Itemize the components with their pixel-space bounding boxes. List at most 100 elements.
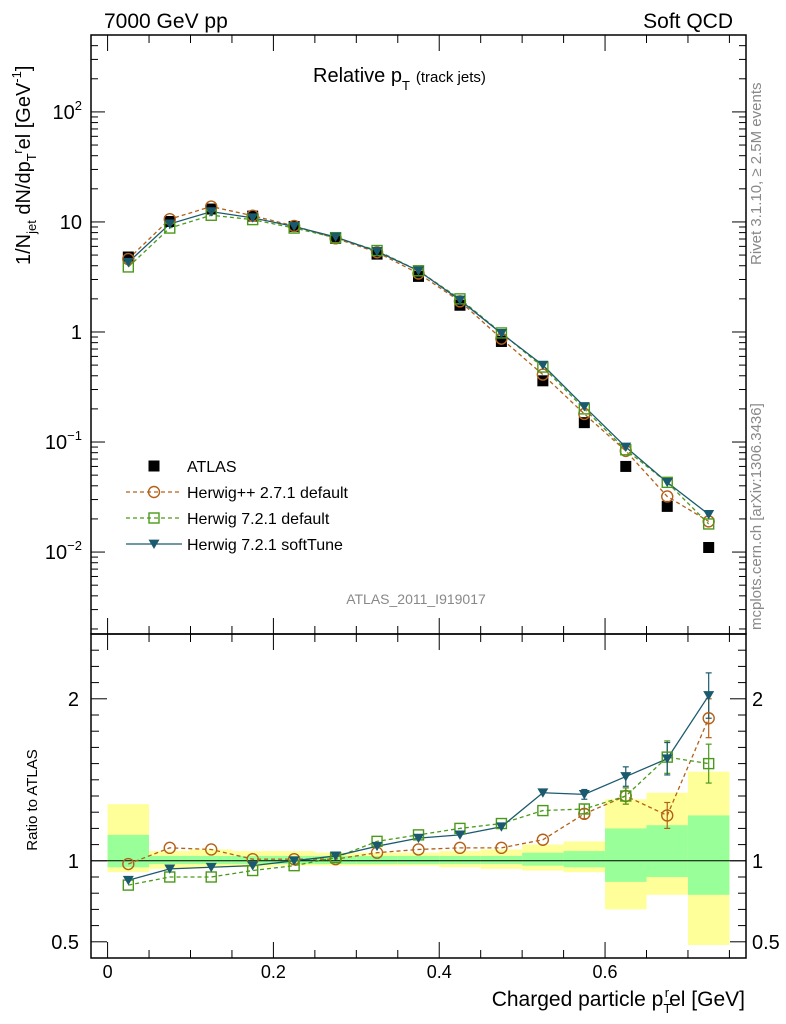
softtune-point bbox=[330, 851, 342, 861]
main-series bbox=[122, 200, 715, 553]
band-inner-bin bbox=[397, 855, 440, 865]
herwig721-point bbox=[578, 803, 591, 815]
herwig721-point bbox=[661, 476, 673, 489]
mcplots-label: mcplots.cern.ch [arXiv:1306.3436] bbox=[748, 403, 765, 630]
band-inner-bin bbox=[439, 855, 481, 865]
xtick-label: 0.6 bbox=[593, 962, 618, 982]
band-inner-bin bbox=[563, 851, 606, 868]
atlas-point bbox=[495, 335, 507, 347]
softtune-point bbox=[413, 266, 424, 276]
legend-label-herwigpp: Herwig++ 2.7.1 default bbox=[187, 485, 349, 502]
softtune-point bbox=[122, 875, 134, 886]
band-inner-bin bbox=[687, 815, 730, 895]
ratio-ytick-label-left: 2 bbox=[68, 689, 79, 711]
ratio-bands bbox=[91, 771, 746, 946]
band-inner-bin bbox=[107, 834, 150, 868]
softtune-point bbox=[620, 772, 632, 782]
softtune-point bbox=[578, 789, 590, 800]
herwigpp-point bbox=[661, 490, 674, 503]
band-inner-bin bbox=[231, 855, 274, 865]
herwigpp-point bbox=[702, 712, 715, 725]
atlas-point bbox=[122, 251, 134, 263]
softtune-point bbox=[495, 822, 507, 832]
softtune-point bbox=[661, 477, 673, 488]
band-inner-bin bbox=[522, 852, 564, 866]
ratio-ytick-label-right: 2 bbox=[752, 689, 763, 711]
herwig721-point bbox=[412, 265, 425, 277]
herwigpp-point bbox=[147, 485, 161, 499]
legend-label-herwig721: Herwig 7.2.1 default bbox=[187, 511, 330, 528]
herwigpp-line bbox=[127, 205, 710, 522]
atlas-point bbox=[148, 460, 160, 472]
softtune-point bbox=[537, 788, 549, 798]
herwig721-line bbox=[127, 214, 710, 525]
band-inner-bin bbox=[356, 855, 398, 865]
herwig721-point bbox=[620, 790, 632, 802]
ratio-ytick-label-left: 0.5 bbox=[51, 932, 79, 954]
plot-title-main: Relative p bbox=[313, 65, 402, 87]
xtick-label: 0.2 bbox=[261, 962, 286, 982]
softtune-point bbox=[330, 232, 342, 242]
softtune-point bbox=[454, 830, 466, 840]
plot-title: Relative pT (track jets) bbox=[313, 65, 486, 93]
ratio-ytick-label-left: 1 bbox=[68, 851, 79, 873]
herwigpp-point bbox=[661, 809, 674, 822]
softtune-point bbox=[122, 257, 134, 268]
herwig721-point bbox=[702, 757, 715, 770]
main-ytick-label: 1 bbox=[71, 322, 82, 344]
plot-title-suffix: (track jets) bbox=[416, 69, 486, 86]
legend-label-atlas: ATLAS bbox=[187, 459, 237, 476]
softtune-point bbox=[247, 861, 259, 871]
atlas-point bbox=[578, 417, 590, 429]
softtune-point bbox=[537, 360, 549, 371]
herwig721-point bbox=[537, 804, 549, 817]
axes: 102 10 1 10−1 10−2 0 0.2 0.4 0.6 0.5 0.5 1 1 2 2 bbox=[45, 34, 780, 982]
softtune-point bbox=[288, 856, 300, 866]
softtune-point bbox=[703, 691, 715, 701]
atlas-point bbox=[703, 541, 715, 553]
atlas-point bbox=[661, 500, 673, 512]
softtune-point bbox=[371, 841, 383, 852]
header-right: Soft QCD bbox=[643, 10, 733, 33]
analysis-label: ATLAS_2011_I919017 bbox=[346, 591, 486, 607]
main-ytick-label: 102 bbox=[53, 98, 82, 124]
herwigpp-point bbox=[495, 841, 508, 855]
legend: ATLAS Herwig++ 2.7.1 default Herwig 7.2.1 … bbox=[126, 459, 349, 554]
rivet-label: Rivet 3.1.10, ≥ 2.5M events bbox=[748, 83, 765, 266]
softtune-point bbox=[661, 754, 673, 764]
xlabel: Charged particle pTrel [GeV] bbox=[492, 985, 745, 1016]
band-inner-bin bbox=[149, 855, 191, 865]
band-inner-bin bbox=[480, 855, 523, 865]
ratio-ytick-label-right: 1 bbox=[752, 851, 763, 873]
band-inner-bin bbox=[605, 828, 647, 882]
softtune-point bbox=[288, 222, 300, 232]
main-ytick-label: 10 bbox=[60, 212, 82, 234]
softtune-point bbox=[620, 442, 632, 453]
ratio-panel bbox=[122, 672, 715, 891]
softtune-point bbox=[454, 295, 466, 306]
legend-label-softtune: Herwig 7.2.1 softTune bbox=[187, 537, 343, 554]
softtune-point bbox=[164, 864, 176, 874]
plot-title-sub: T bbox=[402, 78, 410, 93]
atlas-point bbox=[454, 299, 466, 311]
herwig721-point bbox=[148, 512, 160, 524]
ratio-ytick-label-right: 0.5 bbox=[752, 932, 780, 954]
softtune-point bbox=[164, 219, 176, 229]
xtick-label: 0.4 bbox=[427, 962, 452, 982]
herwigpp-line bbox=[128, 717, 710, 865]
herwigpp-point bbox=[122, 857, 135, 871]
header-left: 7000 GeV pp bbox=[104, 10, 228, 33]
herwigpp-point bbox=[536, 833, 550, 846]
band-inner-bin bbox=[646, 825, 688, 877]
atlas-point bbox=[537, 375, 549, 387]
softtune-point bbox=[578, 402, 590, 412]
ratio-ylabel: Ratio to ATLAS bbox=[24, 749, 41, 850]
atlas-point bbox=[620, 460, 632, 472]
softtune-point bbox=[205, 862, 217, 873]
softtune-point bbox=[148, 539, 160, 549]
softtune-point bbox=[703, 509, 715, 520]
main-ytick-label: 10−2 bbox=[45, 538, 82, 564]
herwigpp-point bbox=[412, 843, 425, 856]
softtune-point bbox=[413, 833, 424, 844]
